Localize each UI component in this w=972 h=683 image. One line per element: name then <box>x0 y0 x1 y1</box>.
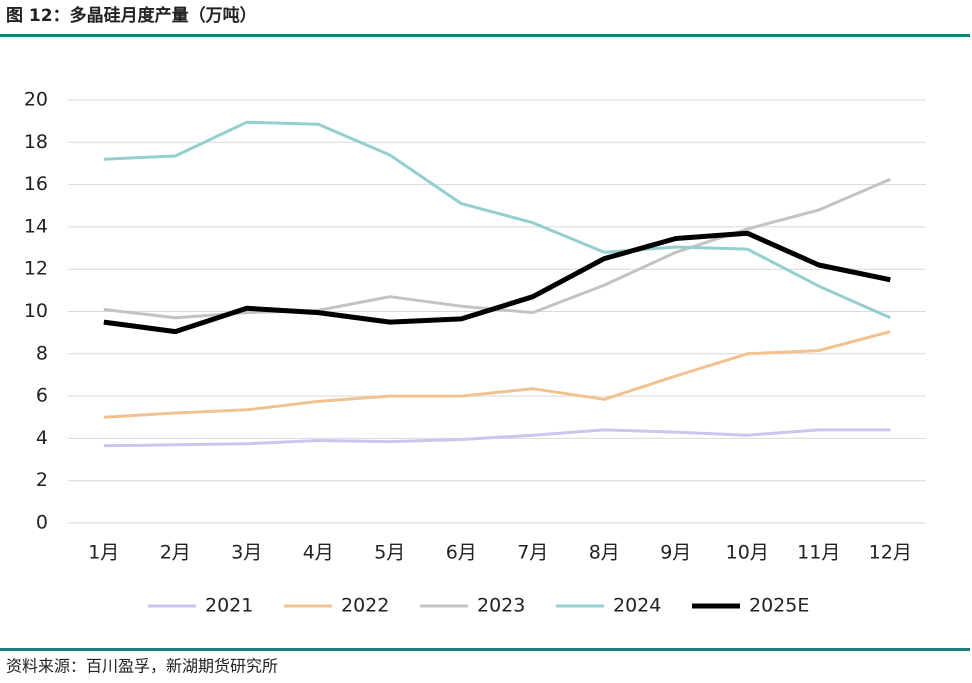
x-tick-label: 5月 <box>374 542 405 564</box>
series-line <box>103 330 891 419</box>
y-tick-label: 14 <box>24 215 48 237</box>
legend-label: 2021 <box>205 595 253 617</box>
series-line <box>103 177 891 320</box>
y-tick-label: 16 <box>24 173 48 195</box>
legend-label: 2024 <box>613 595 661 617</box>
y-tick-label: 18 <box>24 131 48 153</box>
y-tick-label: 12 <box>24 258 48 280</box>
x-tick-label: 10月 <box>726 542 769 564</box>
x-tick-label: 9月 <box>660 542 691 564</box>
chart-title: 图 12：多晶硅月度产量（万吨） <box>6 5 257 26</box>
source: 资料来源：百川盈孚，新湖期货研究所 <box>6 657 278 676</box>
header-rule <box>0 34 970 37</box>
x-tick-label: 4月 <box>303 542 334 564</box>
y-tick-label: 6 <box>36 385 48 407</box>
series-line <box>103 230 891 335</box>
y-tick-label: 8 <box>36 342 48 364</box>
x-tick-label: 6月 <box>446 542 477 564</box>
y-tick-label: 20 <box>24 89 48 111</box>
legend-label: 2022 <box>341 595 389 617</box>
legend-label: 2023 <box>477 595 525 617</box>
series-line <box>103 428 891 448</box>
x-tick-label: 11月 <box>797 542 840 564</box>
x-tick-label: 12月 <box>869 542 912 564</box>
legend-label: 2025E <box>749 595 809 617</box>
x-tick-label: 1月 <box>88 542 119 564</box>
x-tick-label: 7月 <box>517 542 548 564</box>
x-tick-label: 3月 <box>231 542 262 564</box>
y-tick-label: 10 <box>24 300 48 322</box>
y-tick-label: 4 <box>36 427 48 449</box>
x-tick-label: 8月 <box>589 542 620 564</box>
x-tick-label: 2月 <box>160 542 191 564</box>
footer-rule <box>0 648 970 651</box>
series-line <box>103 120 891 320</box>
y-tick-label: 2 <box>36 469 48 491</box>
y-tick-label: 0 <box>36 512 48 534</box>
